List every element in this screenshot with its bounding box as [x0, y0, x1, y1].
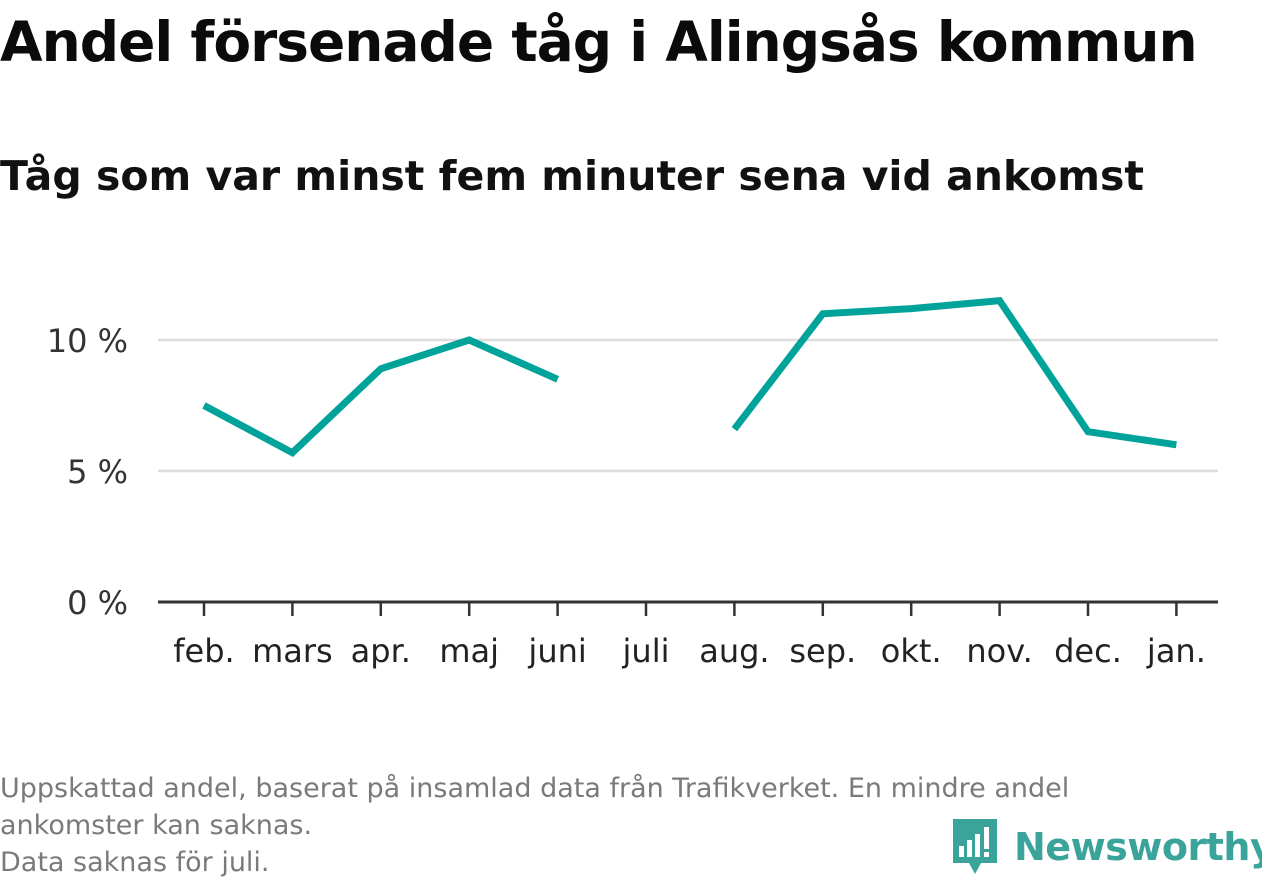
x-tick-label: jan. [1146, 632, 1206, 670]
x-tick-label: juni [527, 632, 586, 670]
line-chart: 0 % 5 % 10 % feb. mars apr. maj juni juli aug. se… [47, 297, 1218, 670]
x-tick-label: sep. [789, 632, 856, 670]
x-tick-label: feb. [173, 632, 234, 670]
x-tick-label: dec. [1054, 632, 1122, 670]
x-axis-tick-labels: feb. mars apr. maj juni juli aug. sep. okt. nov. d… [173, 632, 1206, 670]
footnote-line-1: Uppskattad andel, baserat på insamlad da… [0, 773, 1070, 804]
x-tick-label: mars [252, 632, 333, 670]
series-line-segment [731, 297, 1177, 449]
y-axis-tick-labels: 0 % 5 % 10 % [47, 322, 128, 622]
gridlines [158, 338, 1218, 473]
footnote-line-2: ankomster kan saknas. [0, 810, 313, 841]
y-tick-label: 0 % [67, 584, 128, 622]
y-tick-label: 10 % [47, 322, 128, 360]
brand-logo: Newsworthy [950, 816, 1262, 878]
y-tick-label: 5 % [67, 453, 128, 491]
x-tick-label: nov. [966, 632, 1032, 670]
chart-subtitle: Tåg som var minst fem minuter sena vid a… [0, 152, 1145, 200]
footnote-line-3: Data saknas för juli. [0, 847, 270, 878]
x-axis [158, 600, 1218, 616]
footnote: Uppskattad andel, baserat på insamlad da… [0, 770, 1250, 881]
brand-name: Newsworthy [1014, 825, 1262, 869]
chart-title: Andel försenade tåg i Alingsås kommun [0, 10, 1198, 74]
x-tick-label: apr. [351, 632, 411, 670]
x-tick-label: juli [622, 632, 670, 670]
newsworthy-logo-icon [953, 819, 997, 874]
x-tick-label: maj [439, 632, 499, 670]
series-lines [202, 297, 1177, 457]
series-line-segment [202, 336, 560, 457]
x-tick-label: aug. [699, 632, 769, 670]
x-tick-label: okt. [881, 632, 942, 670]
